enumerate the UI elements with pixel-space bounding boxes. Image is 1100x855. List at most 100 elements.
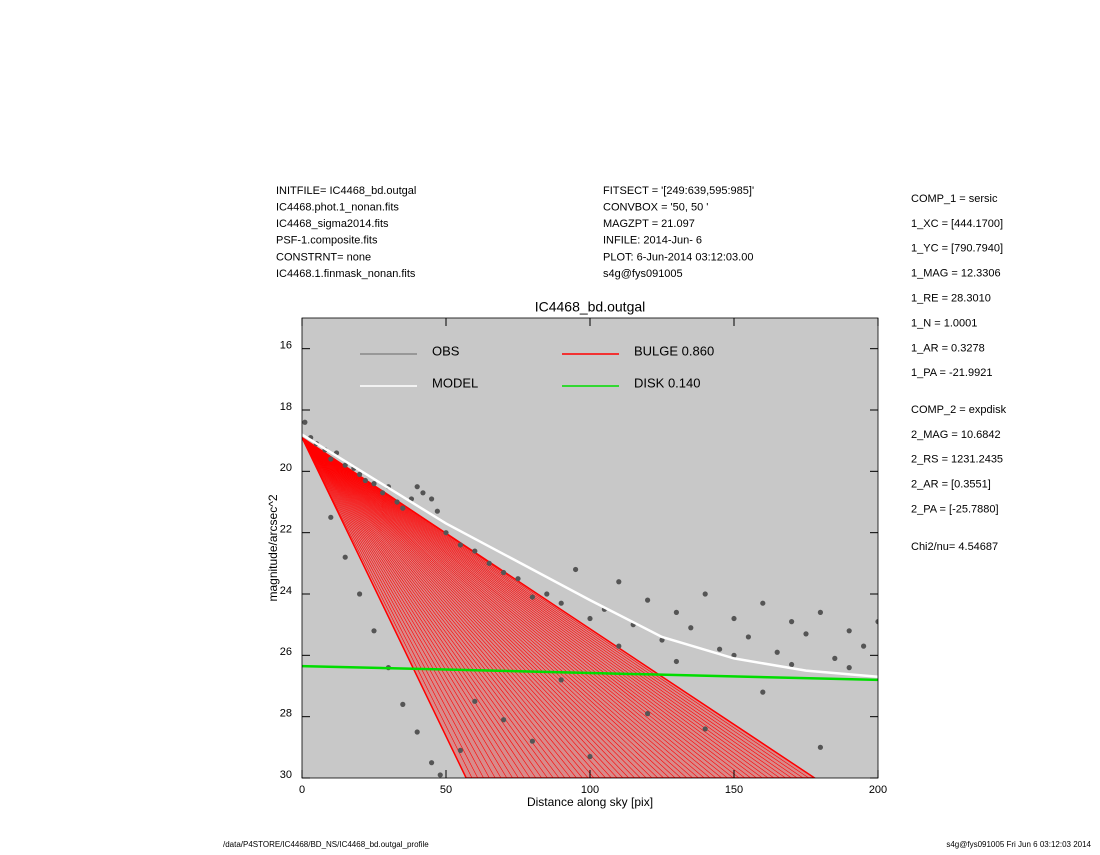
fit-parameter: 1_YC = [790.7940] [911,243,1003,255]
bulge-fan-line [302,437,612,778]
obs-point [486,560,492,566]
info-middle-line: INFILE: 2014-Jun- 6 [603,235,702,247]
bulge-fan-line [302,437,699,778]
bulge-fan-line [302,437,467,778]
obs-point [328,514,334,520]
obs-point [789,619,795,625]
x-tick-label: 0 [299,784,305,796]
bulge-fan-line [302,437,728,778]
bulge-fan-line [302,437,525,778]
obs-point [400,701,406,708]
fit-parameter: 2_PA = [-25.7880] [911,504,999,516]
y-tick-label: 16 [280,340,292,352]
info-middle-line: FITSECT = '[249:639,595:985]' [603,185,754,197]
obs-point [616,579,622,585]
obs-point [616,643,622,649]
y-tick-label: 30 [280,769,292,781]
y-tick-label: 22 [280,524,292,536]
obs-point [400,505,406,511]
obs-point [302,419,308,425]
fit-parameter: 1_MAG = 12.3306 [911,268,1001,280]
bulge-fan-line [302,437,751,778]
obs-point [673,658,680,665]
obs-point [587,615,593,622]
obs-point [394,499,400,505]
info-left-line: PSF-1.composite.fits [276,235,378,247]
bulge-fan-line [302,437,571,778]
obs-point [342,554,348,560]
bulge-fan-line [302,437,554,778]
obs-point [434,508,440,514]
fit-parameter: 1_N = 1.0001 [911,317,977,329]
fit-parameter: 1_AR = 0.3278 [911,342,985,354]
bulge-fan-line [302,437,664,778]
fit-parameter: 1_XC = [444.1700] [911,218,1003,230]
y-tick-label: 24 [280,585,292,597]
fit-parameter: 2_RS = 1231.2435 [911,454,1003,466]
obs-point [558,600,564,606]
obs-point [380,490,386,496]
obs-point [673,609,680,616]
plot-background [302,318,878,778]
bulge-fan-line [302,437,600,778]
fit-parameter: 2_MAG = 10.6842 [911,429,1001,441]
bulge-fan-line [302,437,589,778]
obs-point [846,665,852,671]
bulge-fan-line [302,437,560,778]
bulge-fan-line [302,437,479,778]
bulge-fan-line [302,437,769,778]
fit-parameter: COMP_2 = expdisk [911,404,1007,416]
obs-point [414,729,420,735]
obs-point [717,646,723,652]
legend-label: MODEL [432,375,478,390]
obs-point [371,628,377,634]
obs-point [429,760,435,766]
obs-point [501,717,507,723]
footer-left: /data/P4STORE/IC4468/BD_NS/IC4468_bd.out… [223,840,429,849]
obs-point [357,591,363,597]
obs-point [774,649,780,655]
y-tick-label: 28 [280,708,292,720]
obs-point [342,462,348,468]
bulge-fan-line [302,437,711,778]
y-tick-label: 18 [280,401,292,413]
obs-point [544,591,550,597]
obs-point [645,711,651,717]
obs-point [846,628,852,634]
obs-point [745,634,752,640]
info-middle-line: s4g@fys091005 [603,268,683,280]
obs-point [437,772,443,778]
profile-line [302,664,878,682]
bulge-fan-line [302,437,635,778]
bulge-fan-line [302,437,473,778]
footer-right: s4g@fys091005 Fri Jun 6 03:12:03 2014 [946,840,1091,849]
info-left-line: INITFILE= IC4468_bd.outgal [276,185,416,197]
obs-point [529,738,536,744]
bulge-fan-line [302,437,630,778]
obs-point [731,615,737,622]
bulge-fan-line [302,437,722,778]
obs-point [414,484,420,490]
legend-label: DISK 0.140 [634,375,701,390]
obs-point [731,652,737,658]
obs-point [371,481,377,487]
obs-point [457,542,463,548]
bulge-fan-line [302,437,676,778]
obs-point [457,747,463,754]
bulge-fan-line [302,437,496,778]
profile-line [302,433,878,679]
obs-point [420,490,426,496]
obs-point [803,631,809,637]
obs-point [429,496,435,502]
obs-point [573,566,579,573]
obs-point [861,643,867,649]
bulge-fan-line [302,437,740,778]
x-tick-label: 100 [581,784,599,796]
obs-point [443,530,449,536]
obs-point [328,456,334,462]
obs-point [472,548,478,554]
info-left-line: IC4468.phot.1_nonan.fits [276,202,399,214]
obs-point [702,726,708,732]
bulge-fan-line [302,437,618,778]
info-middle-line: CONVBOX = '50, 50 ' [603,202,708,214]
